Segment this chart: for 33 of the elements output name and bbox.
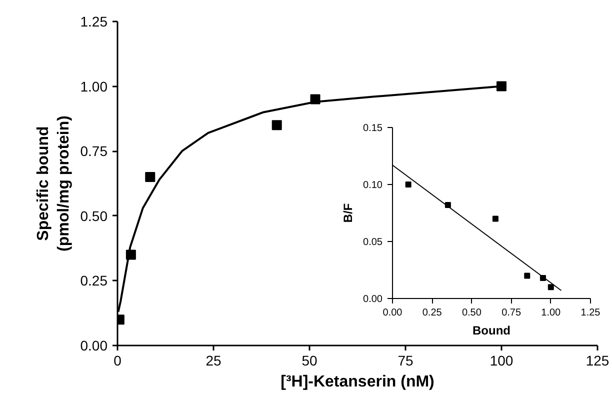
y-tick-label: 0.00 <box>80 338 108 354</box>
point <box>145 172 156 182</box>
x-tick-label: 0 <box>114 352 122 368</box>
y-tick-label: 0.50 <box>80 208 108 224</box>
x-axis-title: [³H]-Ketanserin (nM) <box>280 374 434 390</box>
x-tick-label: 75 <box>398 352 414 368</box>
x-axis-title: Bound <box>472 324 511 338</box>
x-tick-label: 0.00 <box>382 308 403 318</box>
y-axis-title: B/F <box>341 203 356 223</box>
y-tick-label: 0.10 <box>363 180 383 191</box>
y-tick-label: 0.15 <box>363 123 383 134</box>
point <box>492 216 498 222</box>
x-tick-label: 1.00 <box>541 308 562 318</box>
x-tick-label: 1.25 <box>580 308 601 318</box>
x-tick-label: 0.50 <box>462 308 482 318</box>
x-tick-label: 100 <box>490 352 514 368</box>
y-tick-label: 1.00 <box>80 78 108 94</box>
y-tick-label: 0.25 <box>80 272 108 289</box>
y-tick-label: 0.05 <box>363 237 383 248</box>
y-tick-label: 0.00 <box>363 294 383 305</box>
x-tick-label: 50 <box>302 352 318 368</box>
x-tick-label: 125 <box>586 352 610 368</box>
y-tick-label: 1.25 <box>80 14 108 30</box>
x-tick-label: 0.75 <box>502 308 522 318</box>
point <box>405 182 412 188</box>
x-tick-label: 25 <box>206 352 222 368</box>
point <box>496 81 506 92</box>
point <box>272 120 282 130</box>
point <box>524 272 530 279</box>
y-axis-title: Specific bound (pmol/mg protein) <box>34 116 72 252</box>
x-tick-label: 0.25 <box>422 308 442 318</box>
point <box>548 284 554 290</box>
y-tick-label: 0.75 <box>80 143 108 160</box>
